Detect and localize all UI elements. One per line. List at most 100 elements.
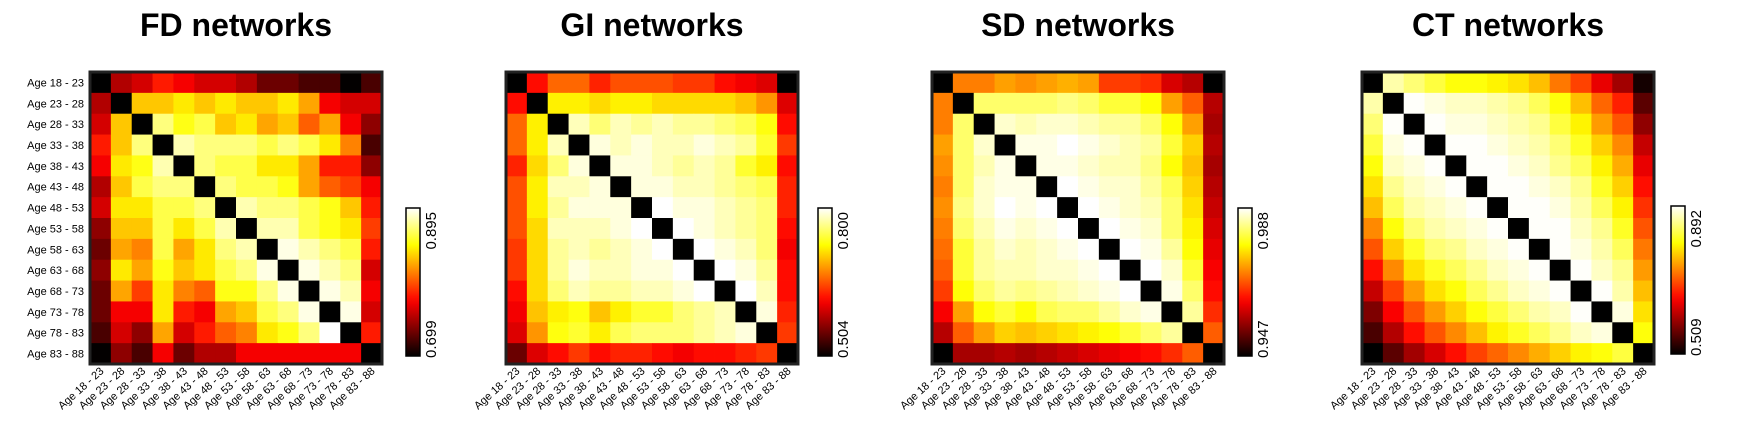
- heatmap-cell: [1528, 197, 1551, 219]
- heatmap-cell: [1528, 301, 1551, 323]
- heatmap-cell: [672, 238, 695, 261]
- heatmap-cell: [610, 113, 632, 135]
- heatmap-cell: [589, 155, 611, 177]
- heatmap-cell: [1036, 155, 1058, 177]
- heatmap-cell: [547, 113, 569, 135]
- heatmap-cell: [1203, 92, 1225, 115]
- heatmap-cell: [1015, 238, 1037, 261]
- colorbar-min-label: 0.504: [835, 320, 852, 358]
- heatmap-cell: [361, 197, 383, 219]
- heatmap-cell: [756, 259, 778, 281]
- heatmap-cell: [1015, 72, 1037, 94]
- heatmap-cell: [735, 343, 757, 365]
- heatmap-cell: [526, 301, 549, 323]
- heatmap-cell: [693, 113, 715, 135]
- heatmap-cell: [672, 301, 695, 323]
- heatmap-cell: [973, 92, 995, 115]
- heatmap-cell: [568, 259, 590, 281]
- heatmap-cell: [1182, 176, 1204, 198]
- heatmap-cell: [973, 176, 995, 198]
- heatmap-cell: [568, 176, 590, 198]
- heatmap-cell: [1591, 155, 1613, 177]
- heatmap-cell: [1119, 197, 1141, 219]
- heatmap-cell: [932, 343, 954, 365]
- heatmap-cell: [131, 343, 153, 365]
- heatmap-cell: [236, 238, 258, 261]
- heatmap-cell: [1424, 134, 1446, 156]
- heatmap-cell: [319, 113, 341, 135]
- heatmap-cell: [672, 280, 695, 302]
- heatmap-cell: [1403, 322, 1425, 344]
- heatmap-cell: [298, 343, 320, 365]
- heatmap-cell: [714, 343, 736, 365]
- heatmap-cell: [215, 259, 237, 281]
- heatmap-cell: [714, 72, 736, 94]
- heatmap-cell: [652, 301, 674, 323]
- heatmap-cell: [1382, 197, 1405, 219]
- heatmap-cell: [173, 92, 195, 115]
- heatmap-cell: [1362, 92, 1384, 115]
- heatmap-cell: [1612, 113, 1634, 135]
- heatmap-cell: [173, 176, 195, 198]
- heatmap-cell: [693, 238, 715, 261]
- heatmap-cell: [1078, 176, 1100, 198]
- heatmap-cell: [1036, 343, 1058, 365]
- heatmap-cell: [1182, 155, 1204, 177]
- heatmap-cell: [568, 343, 590, 365]
- heatmap-cell: [319, 218, 341, 240]
- heatmap-cell: [1445, 238, 1467, 261]
- heatmap-cell: [1140, 280, 1162, 302]
- heatmap-cell: [277, 134, 299, 156]
- heatmap-cell: [340, 155, 362, 177]
- heatmap-cell: [152, 280, 174, 302]
- heatmap-cell: [994, 72, 1016, 94]
- heatmap-cell: [236, 218, 258, 240]
- heatmap-cell: [90, 322, 112, 344]
- heatmap-cell: [256, 280, 279, 302]
- heatmap-cell: [1362, 197, 1384, 219]
- heatmap-cell: [1403, 155, 1425, 177]
- heatmap-cell: [1036, 197, 1058, 219]
- heatmap-cell: [1445, 301, 1467, 323]
- heatmap-cell: [1098, 72, 1121, 94]
- heatmap-cell: [1078, 72, 1100, 94]
- heatmap-cell: [1119, 155, 1141, 177]
- heatmap-cell: [1078, 197, 1100, 219]
- heatmap-cell: [714, 301, 736, 323]
- heatmap-cell: [777, 343, 799, 365]
- heatmap-cell: [1140, 113, 1162, 135]
- heatmap-cell: [1182, 238, 1204, 261]
- heatmap-cell: [277, 113, 299, 135]
- heatmap-cell: [714, 134, 736, 156]
- heatmap-cell: [952, 238, 975, 261]
- heatmap-cell: [631, 176, 653, 198]
- heatmap-cell: [1487, 197, 1509, 219]
- heatmap-cell: [361, 322, 383, 344]
- heatmap-cell: [631, 322, 653, 344]
- heatmap-cell: [589, 218, 611, 240]
- heatmap-cell: [1570, 280, 1592, 302]
- heatmap-cell: [756, 197, 778, 219]
- heatmap-cell: [361, 218, 383, 240]
- heatmap-cell: [194, 197, 216, 219]
- heatmap-cell: [319, 72, 341, 94]
- heatmap-cell: [1549, 197, 1571, 219]
- heatmap-cell: [152, 322, 174, 344]
- heatmap-cell: [298, 72, 320, 94]
- heatmap-cell: [994, 113, 1016, 135]
- heatmap-cell: [1382, 176, 1405, 198]
- heatmap-cell: [672, 113, 695, 135]
- heatmap-cell: [1508, 72, 1530, 94]
- heatmap-cell: [1362, 301, 1384, 323]
- heatmap-cell: [1549, 218, 1571, 240]
- colorbar-max-label: 0.800: [835, 212, 852, 250]
- heatmap-cell: [1466, 280, 1488, 302]
- heatmap-cell: [152, 155, 174, 177]
- heatmap-cell: [1203, 259, 1225, 281]
- chart-title: SD networks: [981, 7, 1175, 43]
- heatmap-cell: [131, 301, 153, 323]
- heatmap-cell: [1382, 155, 1405, 177]
- heatmap-cell: [589, 301, 611, 323]
- heatmap-cell: [1161, 218, 1183, 240]
